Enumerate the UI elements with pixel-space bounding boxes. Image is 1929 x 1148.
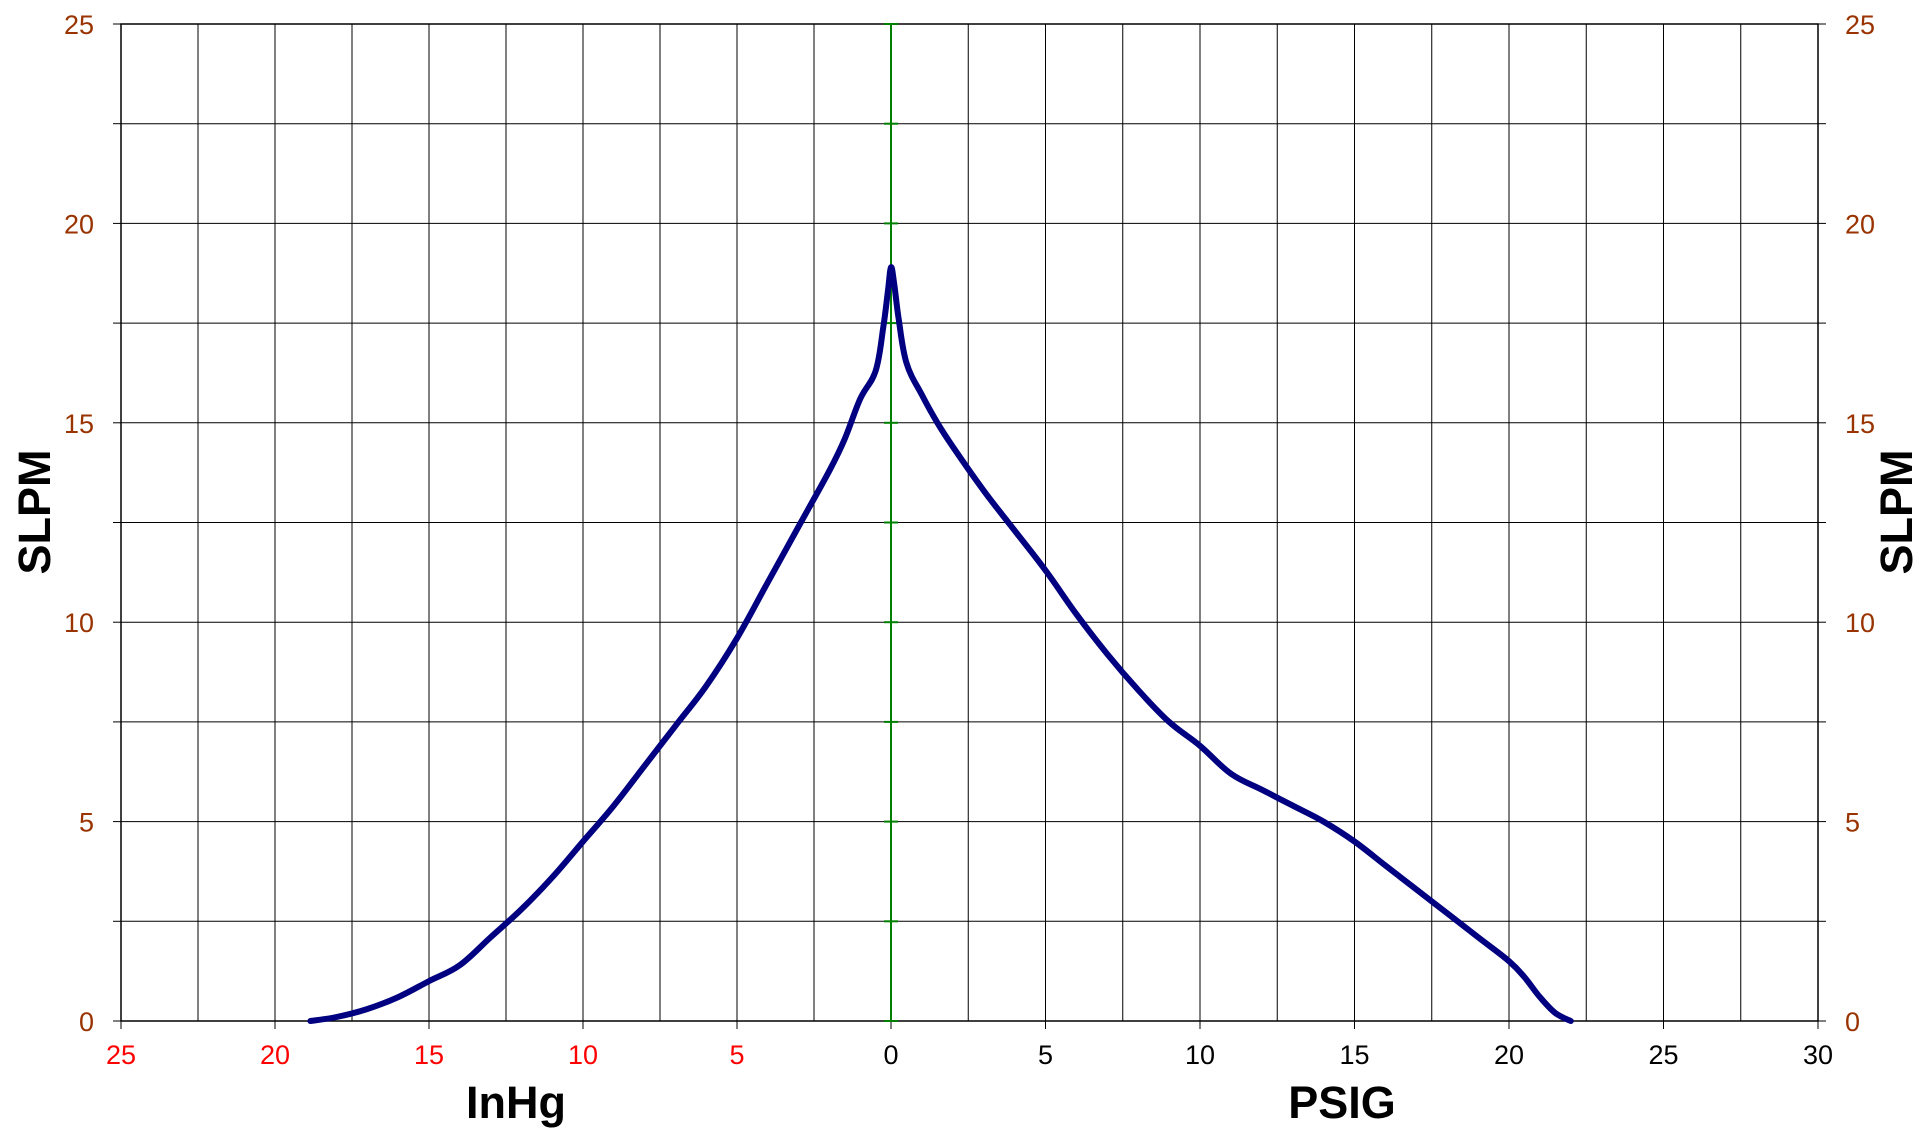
y-tick-label-left: 0	[79, 1007, 94, 1037]
y-tick-label-right: 5	[1845, 808, 1860, 838]
x-tick-label-pressure: 30	[1803, 1040, 1833, 1070]
y-tick-label-right: 10	[1845, 608, 1875, 638]
x-tick-label-pressure: 0	[883, 1040, 898, 1070]
curve-layer	[307, 264, 1574, 1024]
x-tick-label-pressure: 15	[1339, 1040, 1369, 1070]
y-tick-label-right: 15	[1845, 409, 1875, 439]
y-tick-label-right: 20	[1845, 209, 1875, 239]
x-tick-label-vacuum: 5	[729, 1040, 744, 1070]
x-axis-title-pressure: PSIG	[1288, 1077, 1396, 1128]
x-tick-label-vacuum: 25	[106, 1040, 136, 1070]
x-tick-label-vacuum: 15	[414, 1040, 444, 1070]
zero-line-layer	[884, 23, 898, 1022]
y-tick-label-left: 25	[64, 10, 94, 40]
plot-border	[120, 23, 1819, 1022]
x-tick-label-vacuum: 20	[260, 1040, 290, 1070]
y-axis-title-left: SLPM	[9, 449, 60, 574]
y-tick-label-right: 0	[1845, 1007, 1860, 1037]
tick-label-layer: 0 0 5 5 10 10 15 15 20 20 25 25 25 20 15 10 5 0 5 10 15 20 25 3…	[64, 10, 1875, 1070]
y-tick-label-left: 20	[64, 209, 94, 239]
y-tick-label-left: 10	[64, 608, 94, 638]
x-tick-label-pressure: 20	[1494, 1040, 1524, 1070]
x-tick-label-pressure: 25	[1648, 1040, 1678, 1070]
x-tick-label-pressure: 5	[1038, 1040, 1053, 1070]
y-tick-label-left: 5	[79, 808, 94, 838]
flow-curve	[307, 264, 1574, 1024]
y-tick-label-right: 25	[1845, 10, 1875, 40]
y-tick-label-left: 15	[64, 409, 94, 439]
y-axis-title-right: SLPM	[1871, 449, 1922, 574]
x-tick-label-vacuum: 10	[568, 1040, 598, 1070]
grid-layer	[113, 23, 1826, 1029]
x-tick-label-pressure: 10	[1185, 1040, 1215, 1070]
x-axis-title-vacuum: InHg	[466, 1077, 566, 1128]
